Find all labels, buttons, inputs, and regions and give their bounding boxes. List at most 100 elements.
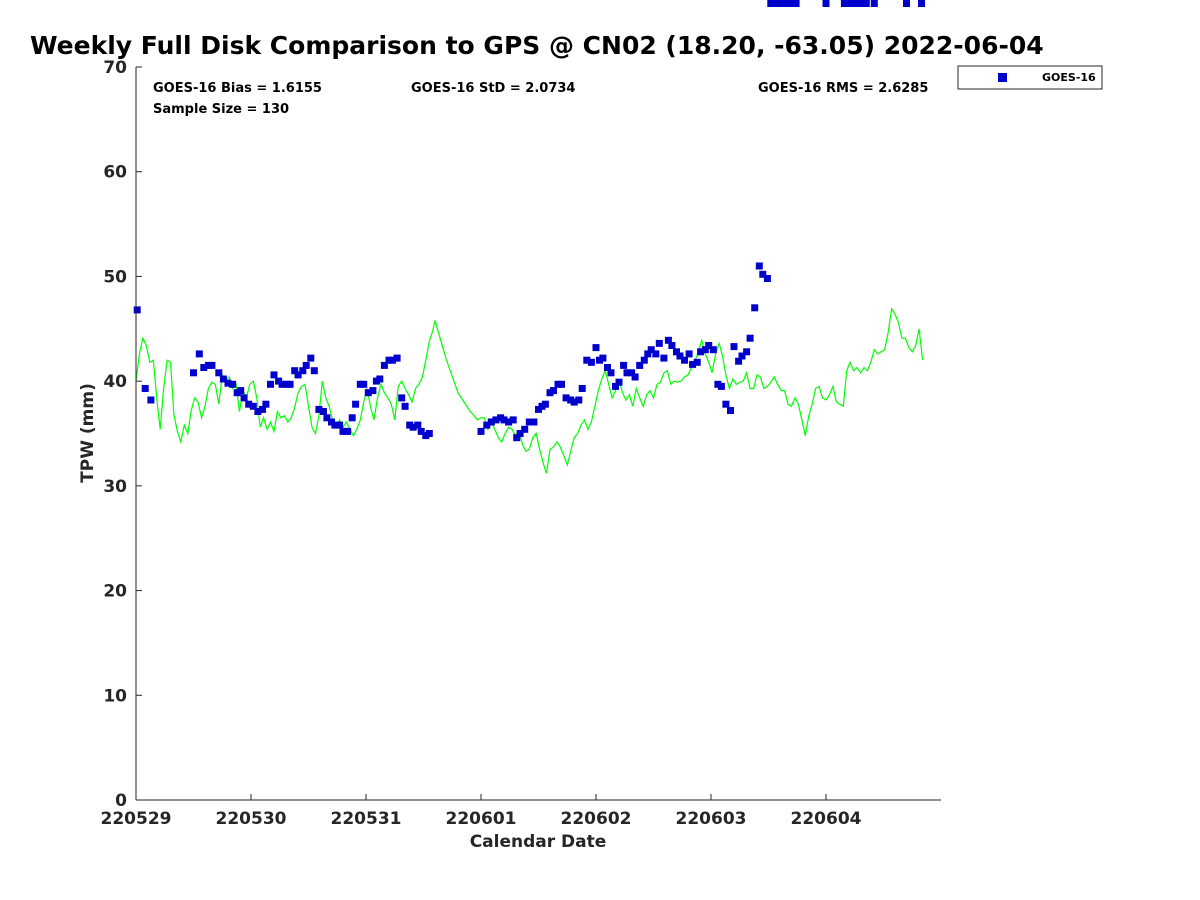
goes16-point [425, 430, 433, 437]
goes16-point [195, 350, 203, 358]
legend-box [957, 65, 1103, 90]
goes16-point [513, 434, 521, 442]
goes16-point [631, 373, 639, 381]
goes16-point [414, 421, 422, 429]
goes16-point [516, 430, 524, 437]
goes16-point [262, 400, 270, 408]
goes16-point [278, 380, 286, 388]
goes16-point [409, 423, 417, 431]
goes16-point [294, 371, 302, 379]
goes16-point [592, 344, 600, 352]
goes16-point [286, 380, 294, 388]
goes16-point [845, 0, 853, 7]
goes16-point [267, 380, 274, 388]
goes16-point [735, 357, 743, 365]
goes16-point [310, 367, 318, 375]
goes16-point [783, 0, 791, 7]
goes16-point [270, 371, 278, 379]
goes16-point [575, 396, 583, 404]
line-series-layer [135, 307, 924, 474]
goes16-point [655, 339, 663, 347]
goes16-point [681, 356, 688, 364]
legend: GOES-16 [957, 65, 1103, 90]
x-axis-label: Calendar Date [470, 832, 607, 852]
goes16-point [685, 350, 693, 358]
goes16-point [477, 427, 485, 435]
y-tick-label: 40 [103, 372, 127, 392]
goes16-point [237, 387, 245, 395]
goes16-point [709, 346, 717, 354]
goes16-point [862, 0, 870, 7]
goes16-point [307, 354, 315, 362]
goes16-point [644, 350, 652, 358]
goes16-point [743, 348, 751, 356]
goes16-point [360, 380, 368, 388]
goes16-point [483, 421, 491, 429]
goes16-point [870, 0, 878, 7]
y-axis-label: TPW (mm) [78, 383, 98, 483]
scatter-series-layer [133, 0, 925, 442]
x-tick-label: 220531 [331, 809, 402, 829]
goes16-point [771, 0, 779, 7]
goes16-point [558, 380, 565, 388]
goes16-point [215, 369, 223, 377]
goes16-point [668, 342, 676, 349]
goes16-point [259, 405, 266, 413]
goes16-point [229, 380, 237, 388]
goes16-point [697, 348, 705, 356]
goes16-point [858, 0, 866, 7]
goes16-point [245, 400, 253, 408]
plot-area [136, 67, 941, 800]
goes16-point [398, 394, 406, 402]
goes16-point [722, 400, 730, 408]
goes16-point [302, 361, 310, 369]
goes16-point [664, 336, 672, 344]
goes16-point [788, 0, 795, 7]
goes16-point [200, 364, 208, 371]
goes16-point [562, 394, 570, 402]
goes16-point [676, 352, 684, 360]
goes16-point [147, 396, 155, 404]
goes16-point [500, 416, 508, 424]
goes16-point [388, 356, 396, 364]
goes16-point [364, 389, 372, 397]
goes16-point [583, 356, 591, 364]
y-tick-label: 10 [103, 686, 127, 706]
goes16-point [208, 361, 216, 369]
y-tick-label: 50 [103, 267, 127, 287]
goes16-point [738, 352, 746, 360]
stat-std: GOES-16 StD = 2.0734 [411, 81, 575, 96]
goes16-point [717, 382, 725, 390]
goes16-point [541, 400, 549, 408]
goes16-point [620, 361, 628, 369]
legend-label: GOES-16 [1042, 71, 1096, 84]
goes16-point [727, 407, 734, 414]
goes16-point [339, 427, 347, 435]
goes16-point [705, 342, 713, 349]
goes16-point [647, 346, 655, 354]
x-tick-label: 220529 [101, 809, 172, 829]
y-ticks: 0 10 20 30 40 50 60 70 [103, 58, 142, 811]
goes16-point [291, 367, 299, 375]
goes16-point [323, 414, 331, 422]
goes16-point [376, 375, 384, 383]
legend-marker [998, 73, 1007, 82]
goes16-point [487, 418, 495, 426]
goes16-point [401, 402, 409, 410]
y-tick-label: 30 [103, 477, 127, 497]
x-tick-label: 220604 [791, 809, 862, 829]
goes16-point [755, 262, 763, 270]
plot-background [136, 67, 941, 800]
goes16-point [315, 405, 323, 413]
goes16-point [492, 416, 500, 424]
goes16-point [530, 418, 538, 426]
y-tick-label: 60 [103, 163, 127, 183]
goes16-point [730, 343, 738, 351]
goes16-point [660, 354, 668, 362]
goes16-point [689, 360, 697, 368]
goes16-point [299, 367, 307, 375]
goes16-point [604, 364, 611, 371]
goes16-point [767, 0, 775, 7]
x-tick-label: 220602 [561, 809, 632, 829]
